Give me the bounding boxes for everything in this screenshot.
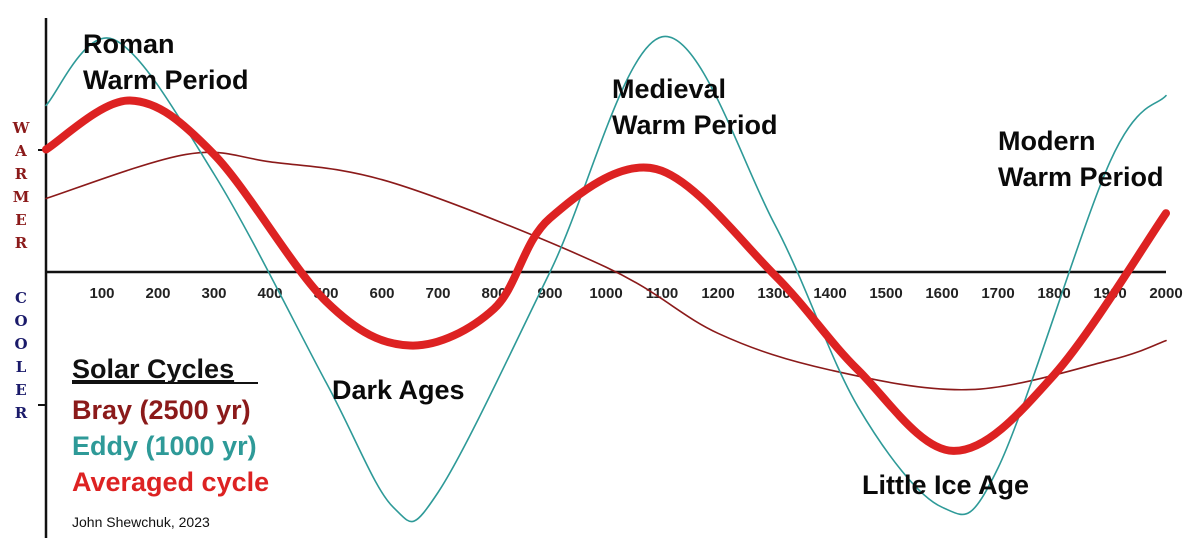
legend-item: Eddy (1000 yr) xyxy=(72,431,257,461)
x-tick-label: 200 xyxy=(145,285,170,302)
x-tick-label: 900 xyxy=(537,285,562,302)
x-tick-label: 1100 xyxy=(646,285,679,302)
era-annotation: Roman xyxy=(83,29,175,59)
era-annotation: Medieval xyxy=(612,74,726,104)
warmer-label-letter: W xyxy=(12,119,31,137)
x-tick-label: 1500 xyxy=(869,285,902,302)
cooler-label-letter: L xyxy=(16,358,27,376)
warmer-label-letter: A xyxy=(14,142,27,160)
x-tick-label: 600 xyxy=(369,285,394,302)
cooler-label-letter: E xyxy=(15,381,26,399)
legend-item: Bray (2500 yr) xyxy=(72,395,251,425)
legend-item: Averaged cycle xyxy=(72,467,269,497)
author-credit: John Shewchuk, 2023 xyxy=(72,514,210,530)
x-tick-label: 300 xyxy=(201,285,226,302)
x-tick-label: 400 xyxy=(257,285,282,302)
warmer-label-letter: R xyxy=(15,165,28,183)
x-tick-label: 700 xyxy=(425,285,450,302)
era-annotation: Modern xyxy=(998,126,1096,156)
era-annotation: Warm Period xyxy=(83,65,249,95)
series-line-bray-2500-yr xyxy=(45,151,1167,391)
legend-title: Solar Cycles xyxy=(72,354,234,384)
x-tick-label: 100 xyxy=(89,285,114,302)
era-annotation: Little Ice Age xyxy=(862,470,1029,500)
x-tick-label: 1000 xyxy=(589,285,622,302)
x-tick-label: 1800 xyxy=(1037,285,1070,302)
series-line-eddy-1000-yr xyxy=(45,35,1167,523)
era-annotation: Dark Ages xyxy=(332,375,465,405)
warmer-label-letter: M xyxy=(13,188,30,206)
x-tick-label: 2000 xyxy=(1149,285,1182,302)
cooler-label-letter: R xyxy=(15,404,28,422)
cooler-label-letter: O xyxy=(14,335,27,353)
warmer-label-letter: R xyxy=(15,234,28,252)
series-line-averaged-cycle xyxy=(42,96,1170,455)
x-tick-label: 1300 xyxy=(757,285,790,302)
x-tick-label: 1200 xyxy=(701,285,734,302)
era-annotation: Warm Period xyxy=(998,162,1164,192)
x-tick-label: 1600 xyxy=(925,285,958,302)
x-tick-label: 1400 xyxy=(813,285,846,302)
x-tick-label: 1700 xyxy=(981,285,1014,302)
cooler-label-letter: O xyxy=(14,312,27,330)
era-annotation: Warm Period xyxy=(612,110,778,140)
cooler-label-letter: C xyxy=(15,289,27,307)
warmer-label-letter: E xyxy=(15,211,26,229)
